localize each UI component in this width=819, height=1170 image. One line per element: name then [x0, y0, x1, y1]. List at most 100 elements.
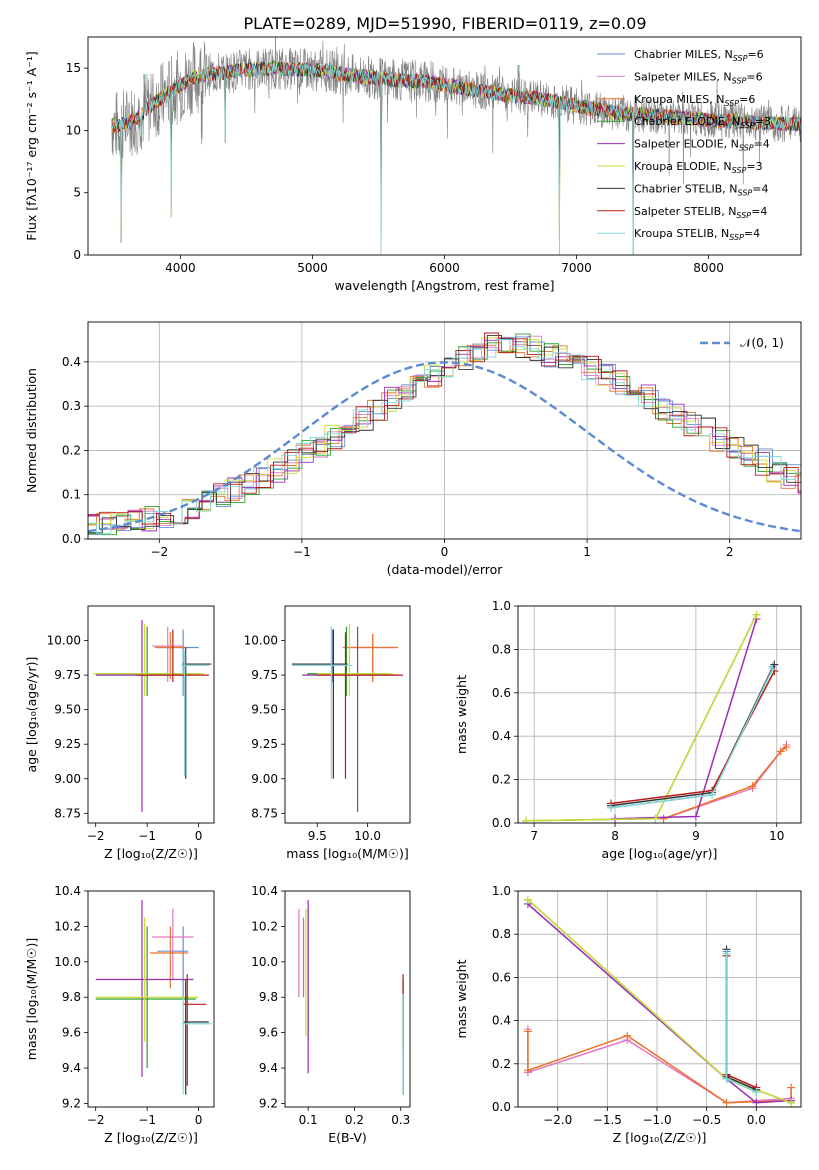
x-tick-label: 0	[195, 1113, 203, 1127]
mass-weight-marker	[523, 1027, 532, 1036]
errorbar-point	[154, 632, 186, 680]
x-tick-label: −2	[87, 1113, 105, 1127]
mass-weight-marker	[787, 1083, 796, 1092]
y-tick-label: 9.4	[62, 1061, 81, 1075]
legend-entry: Kroupa MILES, NSSP=6	[634, 93, 755, 108]
spectrum-model-line	[111, 60, 801, 200]
mass-weight-marker	[722, 1074, 731, 1083]
plot-area	[95, 899, 212, 1095]
x-tick-label: 8000	[693, 261, 724, 275]
mass-weight-line	[527, 1031, 792, 1104]
mass-weight-marker	[522, 816, 531, 823]
mass-weight-marker	[523, 1066, 532, 1075]
y-axis-label: mass weight	[454, 675, 469, 754]
mass-weight-line	[526, 614, 758, 822]
axes-frame	[517, 890, 802, 1108]
y-tick-label: 9.50	[54, 703, 81, 717]
x-tick-label: −2	[87, 829, 105, 843]
mass-weight-marker	[722, 949, 731, 958]
errorbar-point	[307, 626, 388, 696]
y-tick-label: 9.50	[251, 703, 278, 717]
panel-mass_vs_Z: −2 −1 0 9.2 9.4 9.6 9.8 10.0 10.2 10.4 Z [log₁₀(Z/…	[24, 884, 215, 1145]
mass-weight-marker	[768, 664, 777, 673]
panel-age_vs_Z: −2 −1 0 8.75 9.00 9.25 9.50 9.75 10.00 Z [log₁₀(Z…	[24, 605, 215, 861]
x-tick-label: −0.5	[692, 1113, 721, 1127]
y-tick-label: 0.2	[62, 443, 81, 457]
mass-weight-marker	[606, 803, 615, 812]
x-tick-label: 0.3	[391, 1113, 410, 1127]
panel-age_vs_mass: 9.5 10.0 8.75 9.00 9.25 9.50 9.75 10.00 mass [lo…	[244, 605, 411, 861]
x-tick-label: 10	[769, 829, 784, 843]
mass-weight-marker	[623, 1031, 632, 1040]
plot-area	[292, 623, 403, 812]
x-tick-label: 0.1	[299, 1113, 318, 1127]
y-axis-label: age [log₁₀(age/yr)]	[24, 657, 39, 773]
x-axis-label: Z [log₁₀(Z/Z☉)]	[104, 846, 198, 861]
residual-histogram	[88, 339, 801, 534]
legend-entry: Kroupa ELODIE, NSSP=3	[634, 160, 763, 175]
x-tick-label: −1	[138, 1113, 156, 1127]
legend-entry: Salpeter MILES, NSSP=6	[634, 70, 763, 85]
mass-weight-marker	[748, 782, 757, 791]
y-tick-label: 0.6	[492, 970, 511, 984]
errorbar-point	[183, 647, 212, 779]
x-axis-label: mass [log₁₀(M/M☉)]	[286, 846, 408, 861]
x-axis-label: wavelength [Angstrom, rest frame]	[334, 278, 554, 293]
mass-weight-line	[527, 899, 792, 1104]
y-tick-label: 0.0	[492, 816, 511, 830]
x-tick-label: 5000	[297, 261, 328, 275]
x-tick-label: 7	[530, 829, 538, 843]
spectrum-model-line	[111, 60, 801, 200]
x-tick-label: −2	[150, 545, 168, 559]
y-tick-label: 10.00	[47, 634, 81, 648]
axes-frame	[87, 36, 802, 256]
figure-title: PLATE=0289, MJD=51990, FIBERID=0119, z=0…	[243, 14, 646, 33]
y-tick-label: 9.00	[54, 772, 81, 786]
y-tick-label: 0.2	[492, 773, 511, 787]
spectrum-legend: Chabrier MILES, NSSP=6 Salpeter MILES, NS…	[597, 48, 771, 242]
errorbar-point	[93, 623, 204, 696]
x-tick-label: −1	[138, 829, 156, 843]
plot-area	[298, 899, 404, 1095]
y-tick-label: 8.75	[54, 806, 81, 820]
legend-entry: Salpeter STELIB, NSSP=4	[634, 205, 767, 220]
legend-entry: Chabrier MILES, NSSP=6	[634, 48, 764, 63]
mass-weight-marker	[782, 743, 791, 752]
plot-area	[111, 37, 801, 255]
mass-weight-marker	[787, 1098, 796, 1107]
y-tick-label: 0.8	[492, 927, 511, 941]
x-tick-label: 0.0	[747, 1113, 766, 1127]
axes-frame	[87, 890, 215, 1108]
errorbar-point	[95, 917, 199, 1042]
y-tick-label: 10.4	[251, 884, 278, 898]
errorbar-point	[152, 908, 194, 980]
plot-area	[522, 610, 791, 823]
y-tick-label: 10.0	[251, 955, 278, 969]
panel-weight_vs_age: 7 8 9 10 0.0 0.2 0.4 0.6 0.8 1.0 age [log₁₀(age/yr…	[454, 599, 802, 861]
spectrum-model-line	[111, 60, 801, 255]
y-axis-label: mass [log₁₀(M/M☉)]	[24, 938, 39, 1060]
x-axis-label: Z [log₁₀(Z/Z☉)]	[104, 1130, 198, 1145]
y-tick-label: 9.75	[251, 668, 278, 682]
mass-weight-line	[663, 746, 787, 820]
y-tick-label: 9.4	[259, 1061, 278, 1075]
x-tick-label: −1.0	[642, 1113, 671, 1127]
x-tick-label: 10.0	[354, 829, 381, 843]
mass-weight-line	[527, 1029, 792, 1104]
axes-frame	[284, 605, 411, 824]
errorbar-point	[180, 650, 209, 777]
x-axis-label: E(B-V)	[328, 1130, 367, 1145]
y-tick-label: 0	[73, 248, 81, 262]
legend-entry: 𝒩(0, 1)	[740, 336, 784, 350]
mass-weight-line	[527, 903, 792, 1104]
legend-entry: Chabrier STELIB, NSSP=4	[634, 182, 768, 197]
y-tick-label: 0.0	[492, 1100, 511, 1114]
y-tick-label: 10.2	[251, 919, 278, 933]
y-tick-label: 9.75	[54, 668, 81, 682]
mass-weight-marker	[659, 814, 668, 823]
errorbar-point	[152, 626, 184, 683]
errorbar-point	[292, 626, 353, 779]
residual-histogram	[88, 337, 801, 530]
y-axis-label: mass weight	[454, 959, 469, 1038]
